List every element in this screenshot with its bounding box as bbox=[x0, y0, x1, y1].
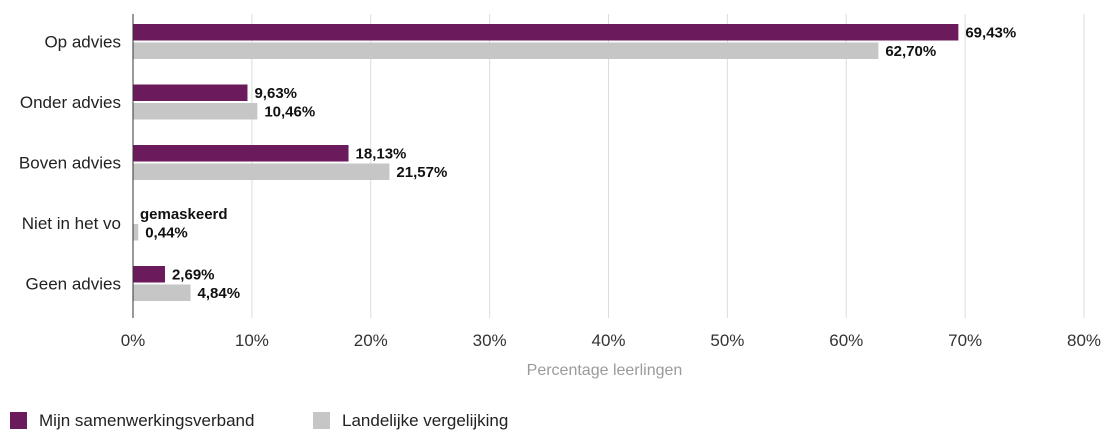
legend-swatch bbox=[10, 412, 27, 429]
category-label: Onder advies bbox=[20, 93, 121, 112]
bar bbox=[133, 284, 191, 301]
data-label: 18,13% bbox=[356, 146, 407, 163]
x-tick-label: 60% bbox=[829, 331, 863, 350]
bar bbox=[133, 103, 258, 120]
bar bbox=[133, 84, 248, 101]
data-label: 9,63% bbox=[254, 85, 297, 102]
gridlines bbox=[251, 14, 1085, 318]
legend: Mijn samenwerkingsverband Landelijke verg… bbox=[10, 411, 508, 430]
bar bbox=[133, 266, 165, 283]
legend-swatch bbox=[313, 412, 330, 429]
data-label: 69,43% bbox=[965, 25, 1016, 42]
bar bbox=[133, 145, 349, 162]
x-tick-label: 70% bbox=[948, 331, 982, 350]
data-label: gemaskeerd bbox=[140, 206, 228, 223]
x-tick-label: 0% bbox=[121, 331, 146, 350]
x-tick-label: 20% bbox=[354, 331, 388, 350]
data-label: 0,44% bbox=[145, 225, 188, 242]
bar bbox=[133, 42, 879, 59]
data-label: 62,70% bbox=[885, 43, 936, 60]
x-tick-label: 10% bbox=[235, 331, 269, 350]
data-label: 4,84% bbox=[198, 285, 241, 302]
bar bbox=[133, 163, 390, 180]
x-tick-label: 40% bbox=[591, 331, 625, 350]
category-label: Op advies bbox=[44, 33, 121, 52]
category-label: Geen advies bbox=[26, 275, 121, 294]
category-label: Boven advies bbox=[19, 154, 121, 173]
data-label: 2,69% bbox=[172, 267, 215, 284]
bars bbox=[133, 24, 959, 301]
x-tick-labels: 0% 10% 20% 30% 40% 50% 60% 70% 80% bbox=[121, 331, 1101, 350]
data-label: 10,46% bbox=[264, 104, 315, 121]
data-labels: 69,43% 62,70% 9,63% 10,46% 18,13%21,57% gemas… bbox=[140, 25, 1016, 303]
bar bbox=[133, 224, 139, 241]
x-tick-label: 80% bbox=[1067, 331, 1101, 350]
data-label: 21,57% bbox=[396, 164, 447, 181]
legend-label: Landelijke vergelijking bbox=[342, 411, 508, 430]
category-labels: Op advies Onder advies Boven advies Niet in… bbox=[19, 33, 121, 294]
x-axis-title: Percentage leerlingen bbox=[527, 362, 683, 379]
legend-label: Mijn samenwerkingsverband bbox=[39, 411, 254, 430]
x-tick-label: 30% bbox=[473, 331, 507, 350]
x-tick-label: 50% bbox=[710, 331, 744, 350]
bar bbox=[133, 24, 959, 41]
category-label: Niet in het vo bbox=[22, 214, 121, 233]
